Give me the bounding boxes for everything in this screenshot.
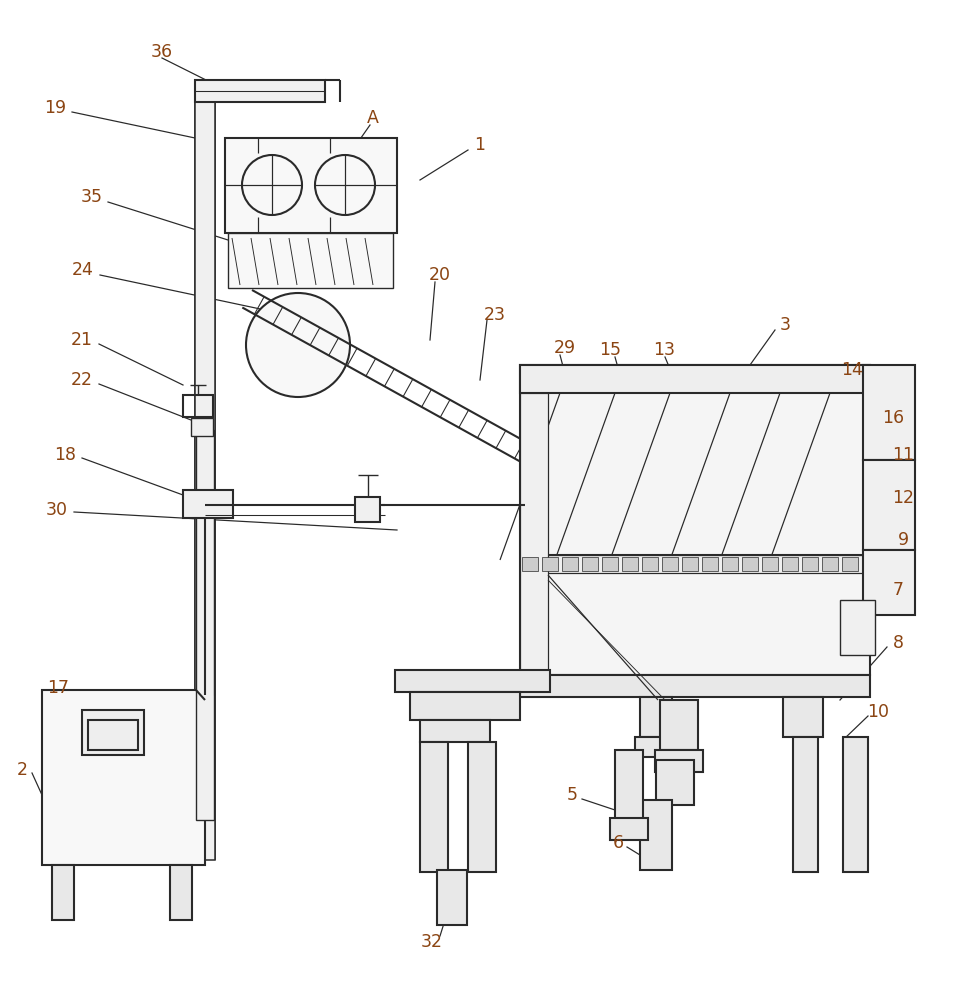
Bar	[195, 100, 215, 860]
Text: 18: 18	[54, 446, 76, 464]
Text: 32: 32	[421, 933, 443, 951]
Bar	[582, 557, 598, 571]
Text: 7: 7	[892, 581, 904, 599]
Text: 29: 29	[554, 339, 576, 357]
Circle shape	[246, 293, 350, 397]
Bar	[542, 557, 558, 571]
Bar	[640, 800, 672, 870]
Text: 35: 35	[81, 188, 103, 206]
Bar	[762, 557, 778, 571]
Bar	[395, 670, 550, 692]
Bar	[702, 557, 718, 571]
Bar	[52, 865, 74, 920]
Bar	[520, 393, 548, 673]
Text: 16: 16	[882, 409, 904, 427]
Bar	[88, 720, 138, 750]
Bar	[863, 550, 915, 615]
Bar	[42, 690, 205, 865]
Text: 36: 36	[151, 43, 174, 61]
Text: 17: 17	[47, 679, 69, 697]
Bar	[863, 460, 915, 550]
Bar	[437, 870, 467, 925]
Bar	[195, 80, 325, 102]
Bar	[615, 750, 643, 820]
Bar	[191, 418, 213, 436]
Bar	[410, 692, 520, 720]
Bar	[840, 600, 875, 655]
Bar	[420, 742, 448, 872]
Bar	[183, 395, 213, 417]
Bar	[225, 138, 397, 233]
Circle shape	[315, 155, 375, 215]
Bar	[82, 710, 144, 755]
Bar	[183, 490, 233, 518]
Bar	[520, 675, 870, 697]
Bar	[783, 697, 823, 737]
Text: 13: 13	[653, 341, 675, 359]
Text: 11: 11	[892, 446, 914, 464]
Bar	[622, 557, 638, 571]
Bar	[822, 557, 838, 571]
Text: 3: 3	[779, 316, 791, 334]
Bar	[520, 555, 870, 573]
Bar	[420, 720, 490, 742]
Text: 30: 30	[46, 501, 68, 519]
Bar	[355, 497, 380, 522]
Text: 19: 19	[44, 99, 66, 117]
Bar	[642, 557, 658, 571]
Bar	[640, 697, 672, 737]
Text: 8: 8	[892, 634, 904, 652]
Bar	[170, 865, 192, 920]
Text: 2: 2	[17, 761, 27, 779]
Bar	[682, 557, 698, 571]
Circle shape	[242, 155, 302, 215]
Text: 14: 14	[841, 361, 863, 379]
Bar	[655, 750, 703, 772]
Bar	[468, 742, 496, 872]
Bar	[660, 700, 698, 750]
Bar	[742, 557, 758, 571]
Bar	[793, 737, 818, 872]
Bar	[228, 233, 393, 288]
Bar	[656, 760, 694, 805]
Bar	[782, 557, 798, 571]
Bar	[602, 557, 618, 571]
Text: 20: 20	[429, 266, 451, 284]
Bar	[196, 430, 214, 820]
Text: 24: 24	[72, 261, 94, 279]
Bar	[520, 365, 870, 675]
Bar	[842, 557, 858, 571]
Text: 15: 15	[599, 341, 621, 359]
Text: 23: 23	[484, 306, 506, 324]
Text: 21: 21	[71, 331, 93, 349]
Bar	[635, 737, 677, 757]
Bar	[522, 557, 538, 571]
Text: 10: 10	[867, 703, 889, 721]
Bar	[562, 557, 578, 571]
Text: 1: 1	[475, 136, 486, 154]
Bar	[863, 365, 915, 460]
Text: 12: 12	[892, 489, 914, 507]
Text: 22: 22	[71, 371, 93, 389]
Bar	[610, 818, 648, 840]
Text: 6: 6	[612, 834, 624, 852]
Text: A: A	[367, 109, 379, 127]
Bar	[802, 557, 818, 571]
Bar	[843, 737, 868, 872]
Bar	[662, 557, 678, 571]
Text: 9: 9	[897, 531, 909, 549]
Text: 5: 5	[566, 786, 577, 804]
Bar	[520, 365, 870, 393]
Bar	[722, 557, 738, 571]
